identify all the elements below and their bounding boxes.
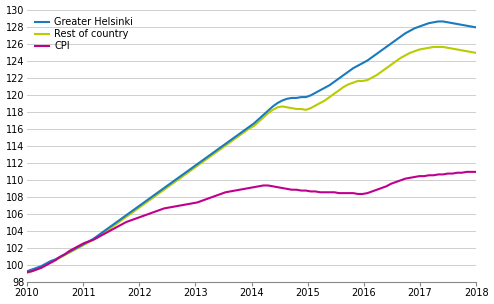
Greater Helsinki	[435, 20, 441, 23]
Rest of country	[218, 147, 224, 151]
Rest of country	[85, 240, 91, 244]
Rest of country	[24, 271, 30, 275]
Line: Greater Helsinki: Greater Helsinki	[27, 22, 476, 271]
CPI	[464, 170, 470, 174]
Rest of country	[265, 111, 271, 115]
CPI	[265, 184, 271, 187]
Greater Helsinki	[251, 122, 257, 125]
CPI	[435, 173, 441, 176]
CPI	[85, 240, 91, 244]
CPI	[24, 270, 30, 274]
Greater Helsinki	[473, 26, 479, 29]
Greater Helsinki	[85, 240, 91, 244]
Rest of country	[251, 124, 257, 128]
Greater Helsinki	[265, 109, 271, 112]
Rest of country	[440, 45, 446, 49]
Greater Helsinki	[152, 193, 158, 197]
Greater Helsinki	[24, 269, 30, 273]
Greater Helsinki	[218, 145, 224, 149]
Rest of country	[431, 45, 437, 49]
CPI	[152, 210, 158, 214]
Rest of country	[152, 195, 158, 198]
CPI	[218, 192, 224, 196]
Greater Helsinki	[440, 20, 446, 23]
Line: Rest of country: Rest of country	[27, 47, 476, 273]
CPI	[473, 170, 479, 174]
Legend: Greater Helsinki, Rest of country, CPI: Greater Helsinki, Rest of country, CPI	[32, 14, 136, 54]
CPI	[251, 185, 257, 189]
Line: CPI: CPI	[27, 172, 476, 272]
Rest of country	[473, 51, 479, 55]
